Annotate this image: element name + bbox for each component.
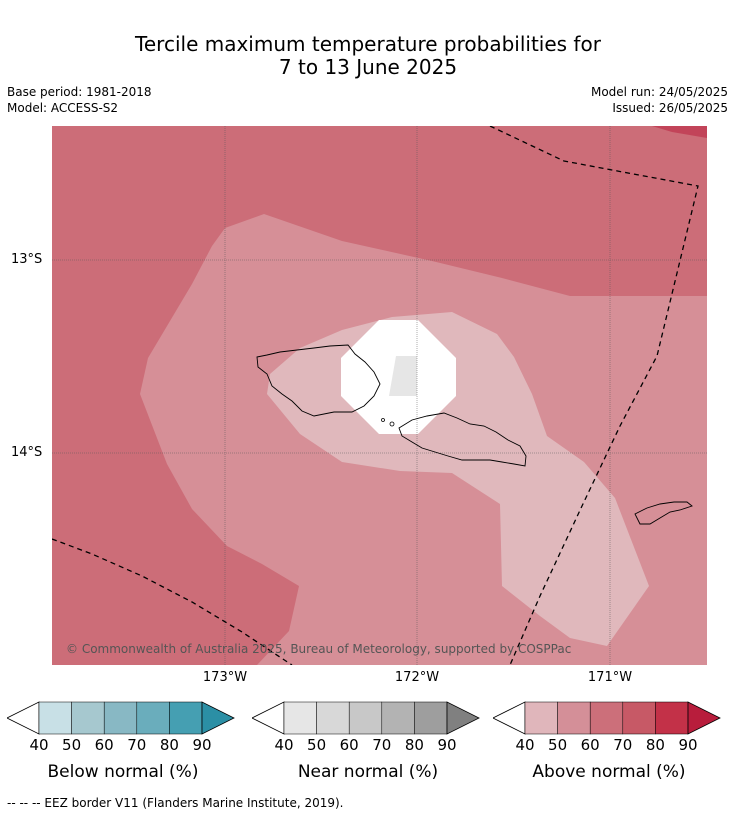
colorbar-tick-label: 60: [339, 736, 359, 754]
colorbar-segment: [71, 701, 105, 735]
lon-label-173w: 173°W: [202, 670, 248, 685]
colorbar-segment: [524, 701, 558, 735]
colorbar-tick-label: 70: [613, 736, 633, 754]
colorbar-segment: [38, 701, 72, 735]
issued-label: Issued: 26/05/2025: [612, 101, 728, 115]
model-label: Model: ACCESS-S2: [7, 101, 119, 115]
island-tutuila: [634, 501, 693, 525]
islet-manono: [389, 421, 395, 427]
colorbar-segment: [414, 701, 448, 735]
lat-label-13s: 13°S: [11, 252, 43, 267]
colorbar-segment: [283, 701, 317, 735]
map-region-80-90: [652, 126, 707, 138]
colorbar-segment: [103, 701, 138, 735]
colorbar-title: Below normal (%): [47, 762, 199, 782]
colorbar-0: [7, 701, 235, 735]
map-title-line2: 7 to 13 June 2025: [278, 55, 458, 79]
colorbar-segment: [169, 701, 203, 735]
model-run-label: Model run: 24/05/2025: [590, 85, 728, 99]
lon-label-171w: 171°W: [587, 670, 633, 685]
island-savaii: [256, 344, 381, 417]
copyright-text: © Commonwealth of Australia 2025, Bureau…: [66, 642, 571, 656]
colorbar-segment: [493, 701, 526, 735]
colorbar-tick-label: 80: [404, 736, 424, 754]
colorbar-segment: [557, 701, 591, 735]
colorbar-segment: [7, 701, 40, 735]
lat-label-14s: 14°S: [11, 445, 43, 460]
colorbar-tick-label: 80: [159, 736, 179, 754]
colorbar-tick-label: 50: [307, 736, 327, 754]
colorbar-tick-label: 60: [94, 736, 114, 754]
colorbar-tick-label: 90: [678, 736, 698, 754]
eez-footnote: -- -- -- EEZ border V11 (Flanders Marine…: [7, 796, 344, 810]
map-title-line1: Tercile maximum temperature probabilitie…: [135, 32, 601, 56]
colorbar-tick-label: 50: [548, 736, 568, 754]
colorbar-tick-label: 40: [29, 736, 49, 754]
colorbar-tick-label: 90: [437, 736, 457, 754]
colorbar-tick-label: 40: [515, 736, 535, 754]
colorbar-tick-label: 40: [274, 736, 294, 754]
lon-label-172w: 172°W: [394, 670, 440, 685]
colorbar-segment: [622, 701, 656, 735]
colorbar-tick-label: 70: [127, 736, 147, 754]
colorbar-segment: [201, 701, 235, 735]
colorbar-segment: [446, 701, 480, 735]
colorbar-tick-label: 50: [62, 736, 82, 754]
colorbar-segment: [348, 701, 383, 735]
colorbar-segment: [589, 701, 624, 735]
colorbar-tick-label: 60: [580, 736, 600, 754]
colorbar-segment: [687, 701, 721, 735]
colorbar-title: Near normal (%): [297, 762, 439, 782]
colorbar-tick-label: 90: [192, 736, 212, 754]
colorbar-segment: [316, 701, 350, 735]
colorbar-tick-label: 70: [372, 736, 392, 754]
colorbar-segment: [655, 701, 689, 735]
map-region-near-normal: [389, 356, 417, 396]
colorbar-segment: [136, 701, 170, 735]
base-period-label: Base period: 1981-2018: [7, 85, 152, 99]
islet-apolima: [381, 418, 385, 422]
colorbar-2: [493, 701, 721, 735]
island-upolu: [398, 412, 527, 467]
colorbar-tick-label: 80: [645, 736, 665, 754]
colorbar-title: Above normal (%): [532, 762, 686, 782]
colorbar-1: [252, 701, 480, 735]
colorbar-segment: [381, 701, 415, 735]
colorbar-segment: [252, 701, 285, 735]
probability-map: © Commonwealth of Australia 2025, Bureau…: [52, 126, 707, 665]
